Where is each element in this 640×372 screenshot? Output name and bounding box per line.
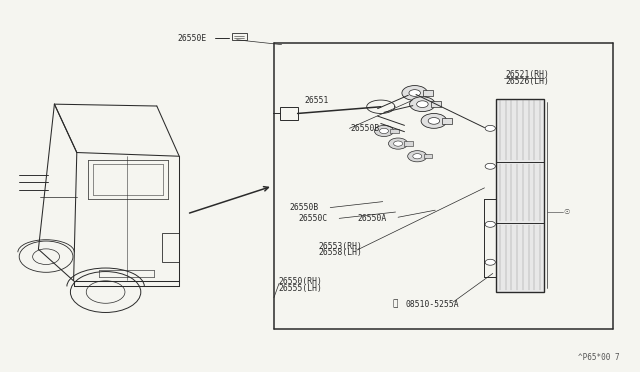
Circle shape — [485, 163, 495, 169]
Text: 08510-5255A: 08510-5255A — [405, 300, 459, 309]
Circle shape — [408, 151, 427, 162]
Circle shape — [485, 221, 495, 227]
Text: 26526(LH): 26526(LH) — [506, 77, 550, 86]
Bar — [496, 99, 544, 292]
Bar — [280, 107, 298, 120]
Bar — [431, 101, 441, 107]
Text: 26550B: 26550B — [290, 203, 319, 212]
Text: ^P65*00 7: ^P65*00 7 — [578, 353, 620, 362]
Text: ☉: ☉ — [563, 209, 570, 215]
Circle shape — [428, 118, 440, 124]
Circle shape — [410, 97, 435, 112]
Text: 26550(RH): 26550(RH) — [278, 278, 323, 286]
Circle shape — [485, 259, 495, 265]
Circle shape — [485, 125, 495, 131]
Text: 26521(RH): 26521(RH) — [506, 70, 550, 79]
Circle shape — [421, 113, 447, 128]
Circle shape — [394, 141, 403, 146]
Bar — [423, 90, 433, 96]
Circle shape — [409, 90, 420, 96]
Text: 26550C: 26550C — [299, 214, 328, 223]
Bar — [232, 33, 247, 40]
Text: 26550E: 26550E — [178, 34, 207, 43]
Text: 26553(RH): 26553(RH) — [319, 242, 363, 251]
Bar — [424, 154, 432, 158]
Text: 26550A: 26550A — [357, 214, 387, 223]
Circle shape — [374, 125, 394, 137]
Circle shape — [380, 128, 388, 134]
Circle shape — [417, 101, 428, 108]
Text: 26551: 26551 — [305, 96, 329, 105]
Bar — [442, 118, 452, 124]
Circle shape — [388, 138, 408, 149]
Text: Ⓝ: Ⓝ — [393, 300, 398, 309]
Circle shape — [402, 86, 428, 100]
Text: 26550B: 26550B — [351, 124, 380, 133]
Text: 26558(LH): 26558(LH) — [319, 248, 363, 257]
Bar — [390, 129, 399, 133]
Text: 26555(LH): 26555(LH) — [278, 284, 323, 293]
Circle shape — [413, 154, 422, 159]
Bar — [162, 232, 179, 262]
Bar — [404, 141, 413, 146]
